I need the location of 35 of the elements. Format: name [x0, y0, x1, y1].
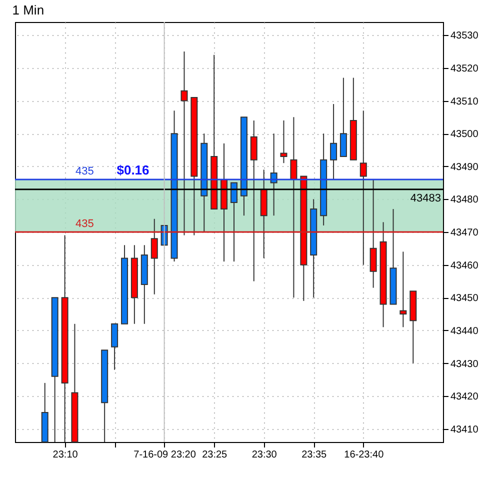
candlestick	[111, 323, 118, 370]
y-tick-label: 43530	[450, 30, 479, 42]
annotation: 435	[76, 218, 94, 230]
candlestick	[370, 179, 377, 288]
y-tick-label: 43490	[450, 162, 479, 173]
y-tick-label: 43510	[450, 96, 479, 108]
y-tick-label: 43430	[450, 358, 479, 370]
candlestick	[250, 120, 258, 282]
chart-title: 1 Min	[12, 2, 44, 18]
x-tick-label: 23:25	[202, 450, 228, 460]
y-tick-label: 43440	[450, 326, 479, 337]
x-tick-label: 23:35	[302, 450, 328, 460]
candlestick	[280, 120, 288, 164]
x-tick-label: 7-16-09 23:20	[134, 450, 196, 460]
y-tick-label: 43520	[450, 63, 479, 74]
y-tick-label: 43420	[450, 392, 479, 403]
y-tick-label: 43410	[450, 424, 479, 436]
candlestick	[340, 77, 347, 158]
candlestick	[230, 182, 238, 262]
y-tick-label: 43500	[450, 129, 479, 140]
annotation: 435	[76, 166, 94, 178]
x-tick-label: 23:30	[252, 450, 278, 460]
ref-line-label: 43483	[410, 192, 441, 204]
candlestick	[400, 251, 407, 328]
candlestick	[150, 218, 158, 295]
y-tick-label: 43480	[450, 194, 479, 206]
y-tick-label: 43460	[450, 260, 479, 272]
y-tick-label: 43450	[450, 293, 479, 304]
x-tick-label: 23:10	[52, 450, 78, 460]
candlestick	[330, 104, 338, 180]
y-tick-label: 43470	[450, 228, 479, 238]
candlestick	[290, 116, 298, 298]
x-tick-label: 16-23:40	[344, 450, 384, 460]
candlestick	[180, 51, 188, 236]
band-label: $0.16	[116, 162, 150, 178]
